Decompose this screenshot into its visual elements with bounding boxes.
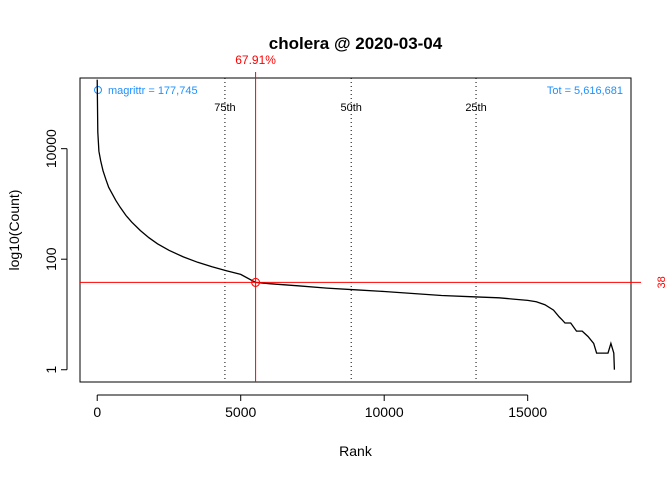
annotation-right: Tot = 5,616,681 [547, 85, 623, 97]
y-tick-label: 100 [43, 247, 59, 271]
marker-y-label: 38 [656, 276, 668, 288]
chart-title: cholera @ 2020-03-04 [269, 34, 443, 53]
x-tick-label: 5000 [225, 404, 256, 420]
y-tick-label: 10000 [43, 129, 59, 168]
marker-x-label: 67.91% [235, 53, 276, 67]
percentile-label: 50th [340, 102, 361, 114]
percentile-label: 25th [465, 102, 486, 114]
x-axis-label: Rank [339, 443, 373, 459]
plot-box [79, 77, 632, 383]
x-tick-label: 0 [93, 404, 101, 420]
chart-marks: 0 5000 10000 15000 1 100 10000 75th 50th 25th 67.9… [43, 53, 668, 420]
x-tick-label: 15000 [508, 404, 547, 420]
annotation-left-marker [94, 86, 102, 94]
marker-point [251, 277, 261, 287]
y-tick-label: 1 [43, 366, 59, 374]
rank-count-line [96, 79, 616, 370]
percentile-label: 75th [214, 102, 235, 114]
y-axis-label: log10(Count) [6, 190, 22, 271]
annotation-left: magrittr = 177,745 [108, 85, 198, 97]
x-tick-label: 10000 [365, 404, 404, 420]
